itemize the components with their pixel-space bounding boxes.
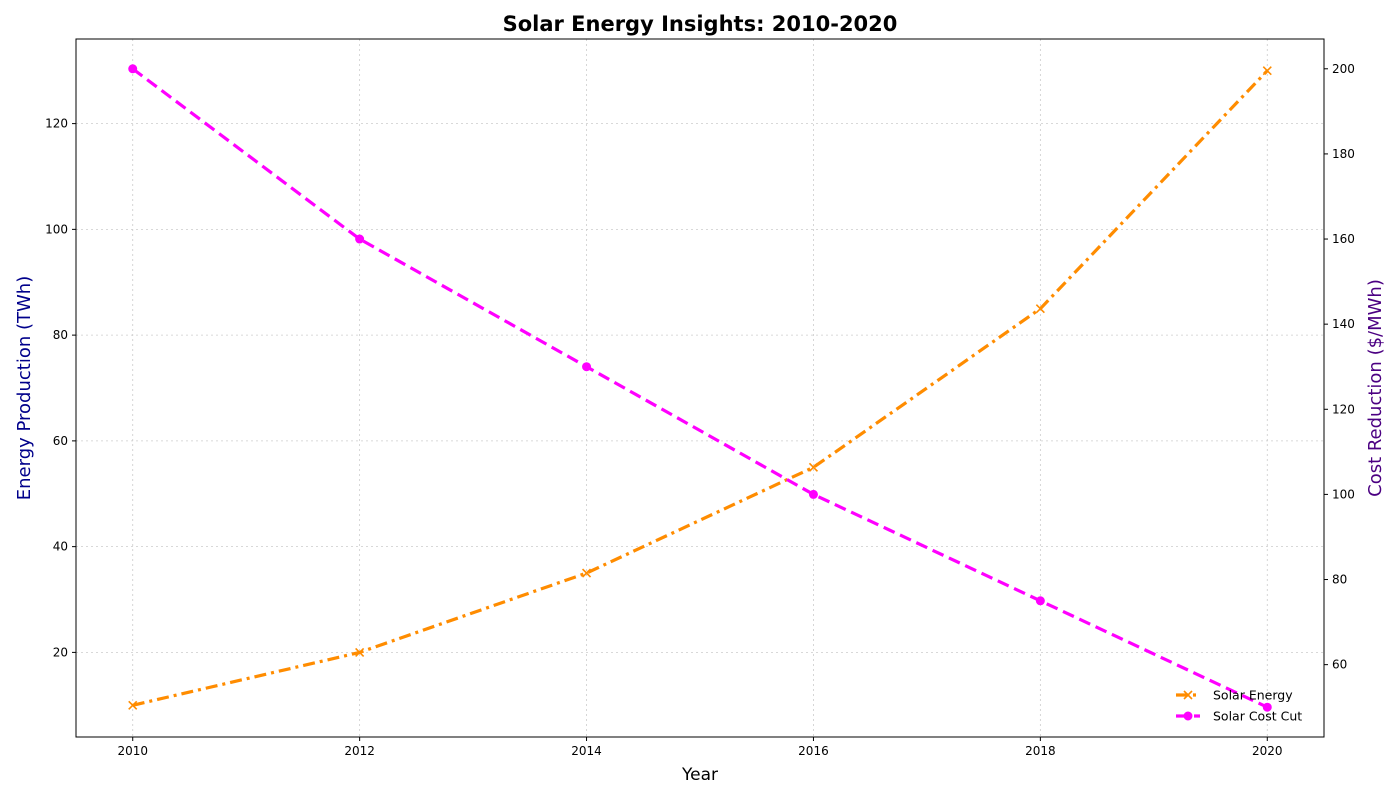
data-point-solar-energy [808,462,819,472]
y-tick-label-left: 80 [53,328,68,342]
legend-label-solar-energy: Solar Energy [1213,688,1293,703]
series-line-solar-energy [132,69,1269,707]
data-point-solar-energy [581,568,592,578]
x-tick-label: 2018 [1025,744,1056,758]
y-tick-label-right: 140 [1332,317,1355,331]
y-tick-label-right: 80 [1332,573,1347,587]
legend-entry-solar-cost-cut: Solar Cost Cut [1176,709,1302,724]
data-point-solar-energy [128,700,138,710]
data-point-solar-cost-cut [582,362,592,372]
data-point-solar-energy [1035,304,1045,314]
tick-layer: 2010 2012 2014 2016 2018 20202040608010012060… [45,62,1355,758]
y-tick-label-right: 200 [1332,62,1355,76]
y-tick-label-left: 100 [45,222,68,236]
y-tick-label-right: 60 [1332,658,1347,672]
data-point-solar-cost-cut [1262,702,1272,712]
x-tick-label: 2014 [571,744,602,758]
y-tick-label-left: 20 [53,645,68,659]
x-tick-label: 2016 [798,744,829,758]
y-tick-label-right: 160 [1332,232,1355,246]
x-tick-label: 2020 [1252,744,1283,758]
y-tick-label-left: 60 [53,434,68,448]
data-point-solar-cost-cut [355,234,365,244]
series-layer [128,64,1272,712]
grid-layer [76,39,1324,737]
x-axis-label: Year [681,765,718,785]
data-point-solar-cost-cut [808,489,818,499]
chart-title: Solar Energy Insights: 2010-2020 [503,12,898,36]
y-tick-label-right: 100 [1332,487,1355,501]
series-line-solar-cost-cut [131,67,1268,709]
y-tick-label-right: 120 [1332,402,1355,416]
y-axis-label-left: Energy Production (TWh) [14,276,35,500]
x-tick-label: 2012 [344,744,375,758]
legend-marker-solar-cost-cut [1183,711,1193,721]
data-point-solar-cost-cut [128,64,138,74]
data-point-solar-energy [355,647,365,657]
x-tick-label: 2010 [117,744,148,758]
y-tick-label-right: 180 [1332,147,1355,161]
legend-label-solar-cost-cut: Solar Cost Cut [1213,709,1302,724]
y-tick-label-left: 120 [45,117,68,131]
data-point-solar-energy [1262,66,1272,76]
legend-entry-solar-energy: Solar Energy [1176,688,1293,703]
plot-frame [75,38,1325,738]
data-point-solar-cost-cut [1035,596,1045,606]
y-tick-label-left: 40 [53,540,68,554]
legend-marker-solar-energy [1183,690,1193,700]
legend: Solar Energy Solar Cost Cut [1176,688,1302,724]
y-axis-label-right: Cost Reduction ($/MWh) [1365,279,1386,497]
